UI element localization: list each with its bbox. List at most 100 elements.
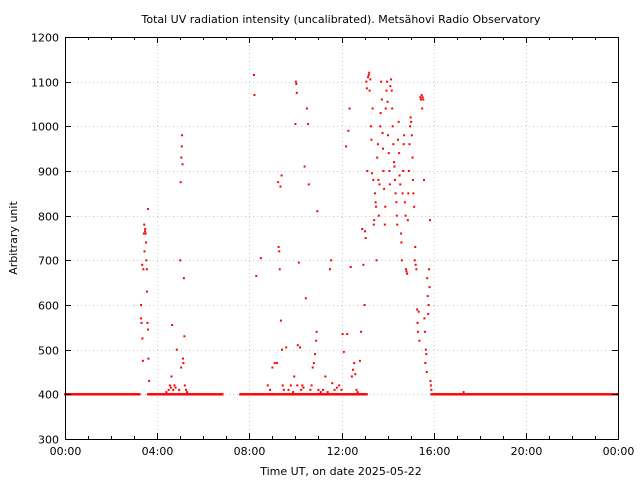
data-point bbox=[296, 344, 299, 347]
data-point bbox=[182, 362, 185, 365]
data-point bbox=[140, 304, 143, 306]
x-tick-label: 00:00 bbox=[603, 445, 635, 458]
data-point bbox=[390, 78, 393, 81]
data-point bbox=[385, 89, 388, 92]
data-point bbox=[312, 362, 315, 365]
data-point bbox=[180, 366, 183, 369]
data-point bbox=[285, 346, 288, 349]
data-point bbox=[358, 359, 361, 362]
y-tick-label: 1100 bbox=[31, 77, 59, 90]
data-point bbox=[410, 120, 413, 123]
data-point bbox=[145, 268, 148, 271]
data-point bbox=[141, 337, 144, 340]
data-point bbox=[297, 261, 300, 264]
y-tick-label: 900 bbox=[38, 166, 59, 179]
data-point bbox=[266, 384, 269, 387]
data-point bbox=[388, 183, 391, 186]
data-point bbox=[365, 80, 368, 83]
data-point bbox=[303, 165, 306, 168]
data-point bbox=[348, 107, 351, 110]
data-point bbox=[367, 73, 370, 76]
data-point bbox=[383, 223, 386, 226]
data-point bbox=[403, 134, 406, 137]
data-point bbox=[352, 368, 355, 371]
data-point bbox=[403, 201, 406, 204]
data-point bbox=[366, 170, 369, 172]
data-point bbox=[419, 98, 422, 101]
data-point bbox=[316, 210, 319, 213]
x-axis-label: Time UT, on date 2025-05-22 bbox=[259, 465, 422, 478]
data-point bbox=[294, 123, 297, 126]
x-tick-label: 00:00 bbox=[50, 445, 82, 458]
data-point bbox=[428, 219, 431, 222]
data-point bbox=[184, 388, 187, 391]
data-point bbox=[141, 263, 144, 266]
data-point bbox=[333, 388, 336, 391]
data-point bbox=[390, 89, 393, 92]
data-point bbox=[342, 350, 345, 353]
data-point bbox=[277, 181, 280, 184]
data-point bbox=[423, 317, 426, 320]
data-point bbox=[369, 125, 372, 128]
data-point bbox=[273, 362, 276, 365]
data-point bbox=[462, 391, 465, 394]
data-point bbox=[384, 107, 387, 110]
data-point bbox=[354, 373, 357, 376]
data-point bbox=[147, 357, 150, 360]
data-point bbox=[421, 96, 424, 99]
data-point bbox=[392, 143, 395, 146]
data-point bbox=[300, 388, 303, 391]
data-point bbox=[407, 170, 410, 172]
data-point bbox=[165, 391, 168, 394]
y-tick-label: 600 bbox=[38, 300, 59, 313]
data-point bbox=[371, 107, 374, 110]
data-point bbox=[171, 324, 174, 327]
data-point bbox=[417, 330, 419, 333]
data-point bbox=[373, 219, 376, 222]
data-point bbox=[315, 339, 318, 342]
data-point bbox=[279, 319, 282, 322]
data-point bbox=[278, 268, 281, 271]
data-point bbox=[405, 268, 408, 271]
data-point bbox=[364, 237, 367, 239]
data-point bbox=[399, 183, 402, 186]
data-point bbox=[143, 250, 146, 253]
data-point bbox=[146, 207, 149, 210]
data-point bbox=[315, 330, 318, 333]
data-point bbox=[394, 192, 397, 195]
grid bbox=[65, 37, 618, 439]
data-point bbox=[175, 348, 178, 351]
data-point bbox=[302, 386, 305, 389]
data-point bbox=[287, 388, 290, 391]
data-point bbox=[426, 277, 429, 280]
y-tick-label: 1000 bbox=[31, 121, 59, 134]
data-point bbox=[186, 391, 189, 394]
data-point bbox=[181, 163, 184, 166]
data-point bbox=[429, 379, 432, 382]
data-point bbox=[295, 82, 298, 85]
data-point bbox=[370, 172, 373, 175]
data-point bbox=[400, 259, 403, 262]
data-point bbox=[145, 259, 148, 262]
data-point bbox=[378, 183, 381, 186]
data-point bbox=[408, 143, 411, 146]
data-point bbox=[252, 73, 255, 76]
data-point bbox=[173, 384, 176, 387]
data-point bbox=[380, 98, 383, 101]
data-point bbox=[382, 170, 385, 172]
data-point bbox=[374, 201, 377, 204]
data-point bbox=[289, 384, 292, 387]
data-point bbox=[426, 295, 429, 298]
y-tick-labels: 300 400 500 600 700 800 900 1000 1100 1200 bbox=[31, 32, 59, 447]
y-tick-label: 500 bbox=[38, 345, 59, 358]
data-point bbox=[142, 232, 145, 235]
data-points bbox=[64, 71, 619, 396]
data-point bbox=[140, 317, 143, 320]
data-point bbox=[143, 223, 146, 226]
data-point bbox=[149, 393, 152, 396]
data-point bbox=[294, 80, 297, 83]
data-point bbox=[376, 143, 379, 146]
data-point bbox=[180, 156, 183, 159]
data-point bbox=[311, 366, 314, 369]
data-point bbox=[416, 308, 419, 311]
